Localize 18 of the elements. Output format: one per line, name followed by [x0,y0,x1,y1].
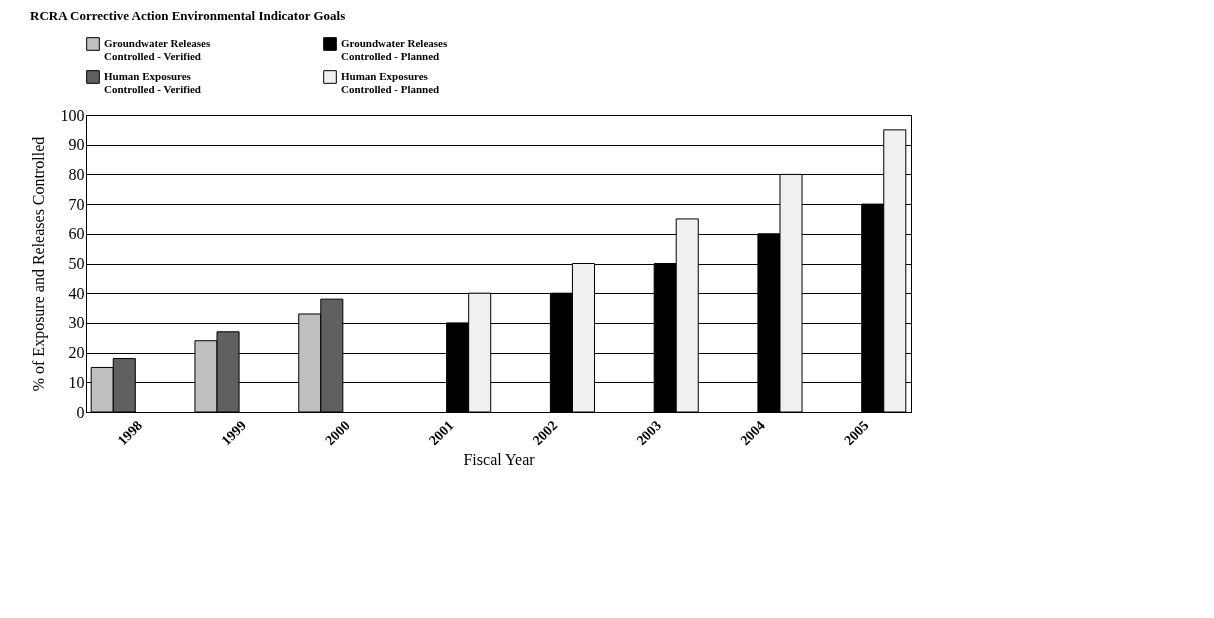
legend-label: Human Exposures Controlled - Verified [104,70,201,95]
x-axis-title: Fiscal Year [463,451,536,469]
y-tick-label: 20 [68,344,85,362]
y-axis-title: % of Exposure and Releases Controlled [29,136,48,392]
y-tick-label: 0 [76,403,85,421]
y-tick-label: 70 [68,195,85,213]
y-tick-label: 60 [68,225,85,243]
y-tick-label: 40 [68,284,85,302]
y-tick-label: 50 [68,255,85,272]
chart-title: RCRA Corrective Action Environmental Indicator Goals [30,8,346,23]
legend-label: Groundwater Releases Controlled - Planned [341,37,448,62]
y-tick-label: 100 [60,106,85,124]
y-tick-label: 10 [68,373,85,391]
legend-label: Human Exposures Controlled - Planned [341,70,440,95]
y-tick-label: 90 [68,136,85,154]
y-tick-label: 80 [68,165,85,183]
y-tick-label: 30 [68,314,85,332]
legend-label: Groundwater Releases Controlled - Verified [104,37,211,62]
